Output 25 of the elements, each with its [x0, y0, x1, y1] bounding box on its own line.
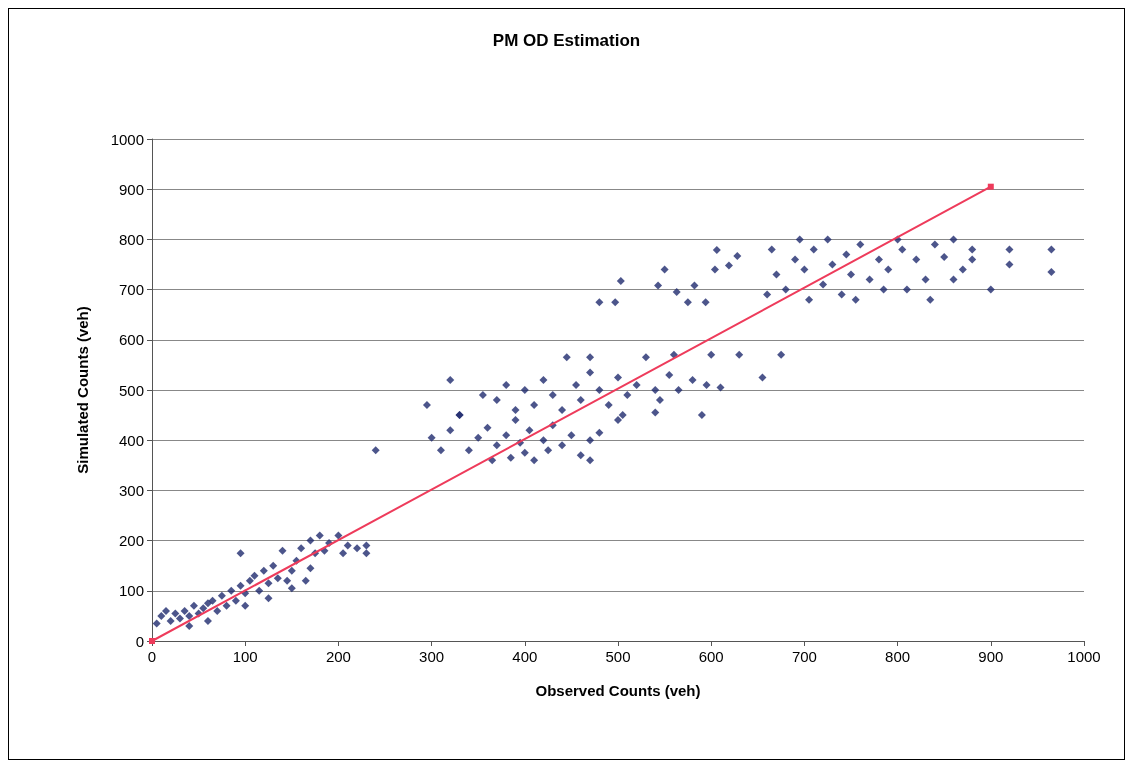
y-tick-label: 600 [118, 331, 144, 349]
y-tick-label: 0 [135, 632, 144, 650]
y-axis-title: Simulated Counts (veh) [74, 306, 91, 474]
x-axis-title: Observed Counts (veh) [535, 682, 701, 699]
x-tick-label: 600 [698, 648, 724, 665]
x-tick-label: 800 [885, 648, 911, 665]
x-tick-label: 1000 [1067, 648, 1101, 665]
y-tick-label: 700 [118, 281, 144, 299]
y-tick-label: 100 [118, 582, 144, 600]
x-tick-label: 400 [512, 648, 538, 665]
y-tick-label: 1000 [110, 130, 144, 148]
x-tick-label: 100 [232, 648, 258, 665]
x-tick-label: 300 [419, 648, 445, 665]
y-tick-label: 400 [118, 431, 144, 449]
y-tick-label: 500 [118, 381, 144, 399]
x-tick-label: 700 [791, 648, 817, 665]
y-tick-label: 300 [118, 481, 144, 499]
x-tick-label: 500 [605, 648, 631, 665]
y-tick-label: 200 [118, 532, 144, 550]
x-tick-label: 200 [325, 648, 351, 665]
x-tick-label: 900 [978, 648, 1004, 665]
x-tick-label: 0 [147, 648, 157, 665]
chart-title: PM OD Estimation [492, 31, 641, 50]
y-tick-label: 800 [118, 230, 144, 248]
y-tick-label: 900 [118, 180, 144, 198]
